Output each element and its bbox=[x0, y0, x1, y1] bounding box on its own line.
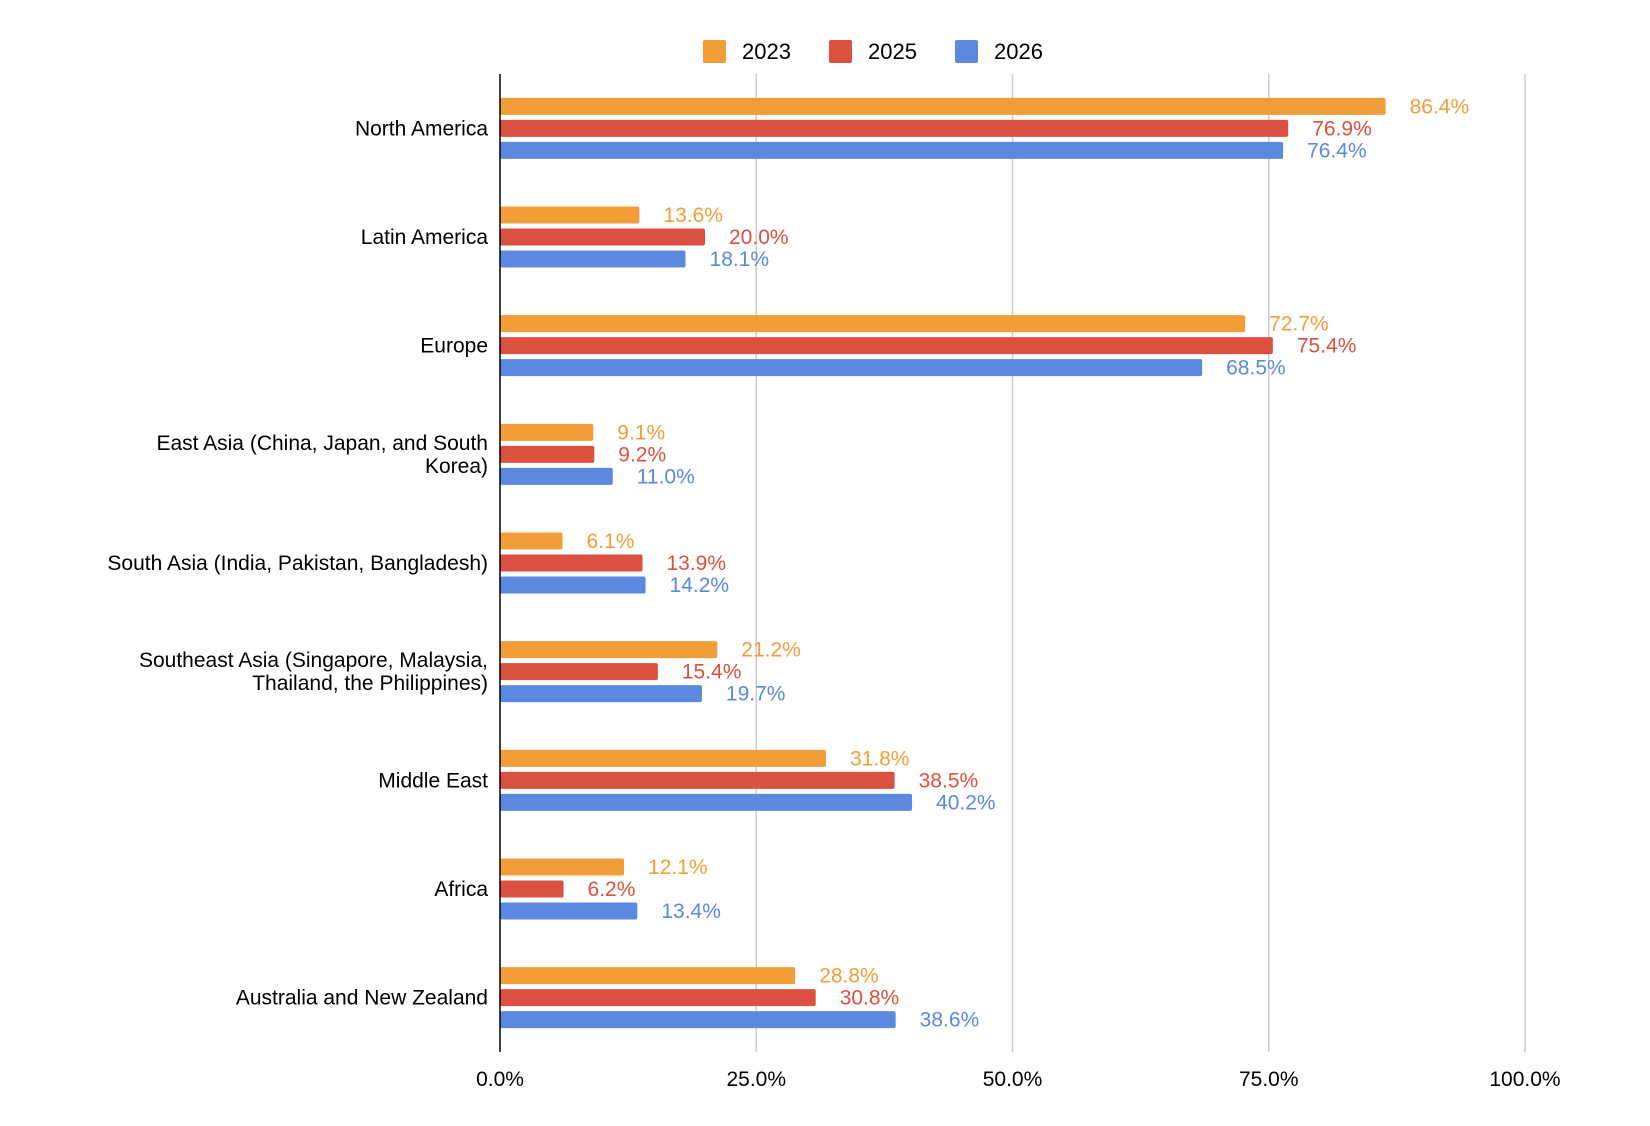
data-label-2025: 38.5% bbox=[919, 769, 979, 792]
category-label: Africa bbox=[434, 878, 488, 901]
data-label-2026: 11.0% bbox=[637, 465, 695, 488]
category-label: Southeast Asia (Singapore, Malaysia, bbox=[139, 649, 488, 672]
x-tick-label: 50.0% bbox=[983, 1068, 1043, 1091]
bar-2025 bbox=[500, 445, 595, 463]
data-label-2023: 9.1% bbox=[617, 421, 665, 444]
category-label: Latin America bbox=[361, 226, 489, 249]
data-label-2026: 38.6% bbox=[920, 1009, 980, 1032]
legend-label-2023: 2023 bbox=[742, 39, 791, 64]
data-label-2026: 68.5% bbox=[1226, 357, 1286, 380]
data-label-2026: 40.2% bbox=[936, 791, 996, 814]
data-label-2023: 28.8% bbox=[819, 965, 879, 988]
category-label: North America bbox=[355, 117, 488, 140]
bar-2026 bbox=[500, 467, 613, 485]
bar-2026 bbox=[500, 576, 646, 594]
legend-swatch-2026 bbox=[955, 40, 978, 63]
x-tick-label: 0.0% bbox=[476, 1068, 524, 1091]
bar-2025 bbox=[500, 880, 564, 898]
category-label: Thailand, the Philippines) bbox=[252, 672, 488, 695]
legend-swatch-2025 bbox=[829, 40, 852, 63]
data-label-2023: 86.4% bbox=[1410, 95, 1470, 118]
data-label-2023: 6.1% bbox=[587, 530, 635, 553]
data-label-2023: 72.7% bbox=[1269, 313, 1329, 336]
data-label-2025: 15.4% bbox=[682, 661, 742, 684]
bar-2026 bbox=[500, 793, 913, 811]
legend-label-2025: 2025 bbox=[868, 39, 917, 64]
data-label-2026: 19.7% bbox=[726, 683, 786, 706]
data-label-2023: 21.2% bbox=[741, 639, 801, 662]
bar-2023 bbox=[500, 315, 1246, 333]
bar-2023 bbox=[500, 423, 594, 441]
data-label-2023: 13.6% bbox=[663, 204, 723, 227]
bar-2026 bbox=[500, 359, 1203, 377]
bar-2026 bbox=[500, 902, 638, 920]
bar-2025 bbox=[500, 228, 705, 246]
bar-2025 bbox=[500, 663, 658, 681]
data-label-2026: 18.1% bbox=[710, 248, 770, 271]
bar-2023 bbox=[500, 749, 826, 767]
category-label: Europe bbox=[420, 335, 488, 358]
bar-2025 bbox=[500, 771, 895, 789]
bar-2025 bbox=[500, 554, 643, 572]
data-label-2025: 13.9% bbox=[666, 552, 726, 575]
bar-2026 bbox=[500, 250, 686, 268]
bar-2026 bbox=[500, 1011, 896, 1029]
x-tick-label: 25.0% bbox=[726, 1068, 786, 1091]
data-label-2025: 76.9% bbox=[1312, 117, 1372, 140]
data-label-2023: 12.1% bbox=[648, 856, 708, 879]
data-label-2026: 76.4% bbox=[1307, 139, 1367, 162]
bar-2025 bbox=[500, 989, 816, 1007]
data-label-2025: 75.4% bbox=[1297, 335, 1357, 358]
x-tick-label: 100.0% bbox=[1489, 1068, 1560, 1091]
bar-2023 bbox=[500, 532, 563, 550]
category-label: East Asia (China, Japan, and South bbox=[156, 432, 488, 455]
bar-2026 bbox=[500, 685, 702, 703]
bar-2023 bbox=[500, 206, 640, 224]
legend-swatch-2023 bbox=[703, 40, 726, 63]
data-label-2025: 20.0% bbox=[729, 226, 789, 249]
bar-2025 bbox=[500, 119, 1289, 137]
data-label-2026: 13.4% bbox=[661, 900, 721, 923]
data-label-2023: 31.8% bbox=[850, 747, 910, 770]
x-tick-label: 75.0% bbox=[1239, 1068, 1299, 1091]
bar-2023 bbox=[500, 858, 625, 876]
bar-2023 bbox=[500, 641, 718, 659]
category-label: South Asia (India, Pakistan, Bangladesh) bbox=[107, 552, 488, 575]
data-label-2025: 6.2% bbox=[588, 878, 636, 901]
data-label-2026: 14.2% bbox=[670, 574, 730, 597]
category-label: Korea) bbox=[425, 455, 488, 478]
bar-2023 bbox=[500, 97, 1386, 115]
bar-2026 bbox=[500, 141, 1284, 159]
bar-2025 bbox=[500, 337, 1273, 355]
data-label-2025: 9.2% bbox=[618, 443, 666, 466]
category-label: Middle East bbox=[378, 769, 488, 792]
data-label-2025: 30.8% bbox=[840, 987, 900, 1010]
category-label: Australia and New Zealand bbox=[236, 987, 488, 1010]
bar-2023 bbox=[500, 967, 796, 985]
legend-label-2026: 2026 bbox=[994, 39, 1043, 64]
